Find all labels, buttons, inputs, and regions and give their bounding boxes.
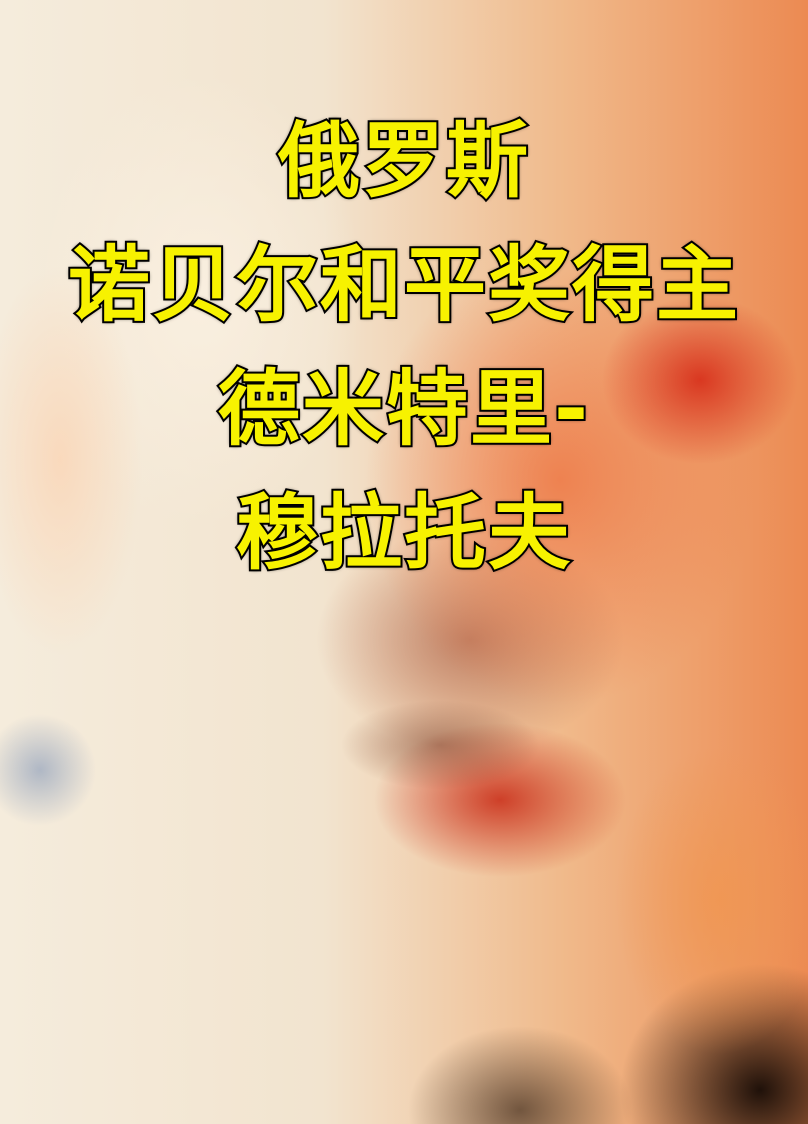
overlay-headline: 俄罗斯 诺贝尔和平奖得主 德米特里- 穆拉托夫: [0, 100, 808, 596]
blurred-face-detail: [340, 700, 540, 790]
headline-line-2: 诺贝尔和平奖得主: [66, 236, 740, 335]
headline-line-1: 俄罗斯: [276, 112, 530, 211]
headline-line-4: 穆拉托夫: [234, 484, 572, 583]
headline-line-3: 德米特里-: [216, 360, 591, 459]
